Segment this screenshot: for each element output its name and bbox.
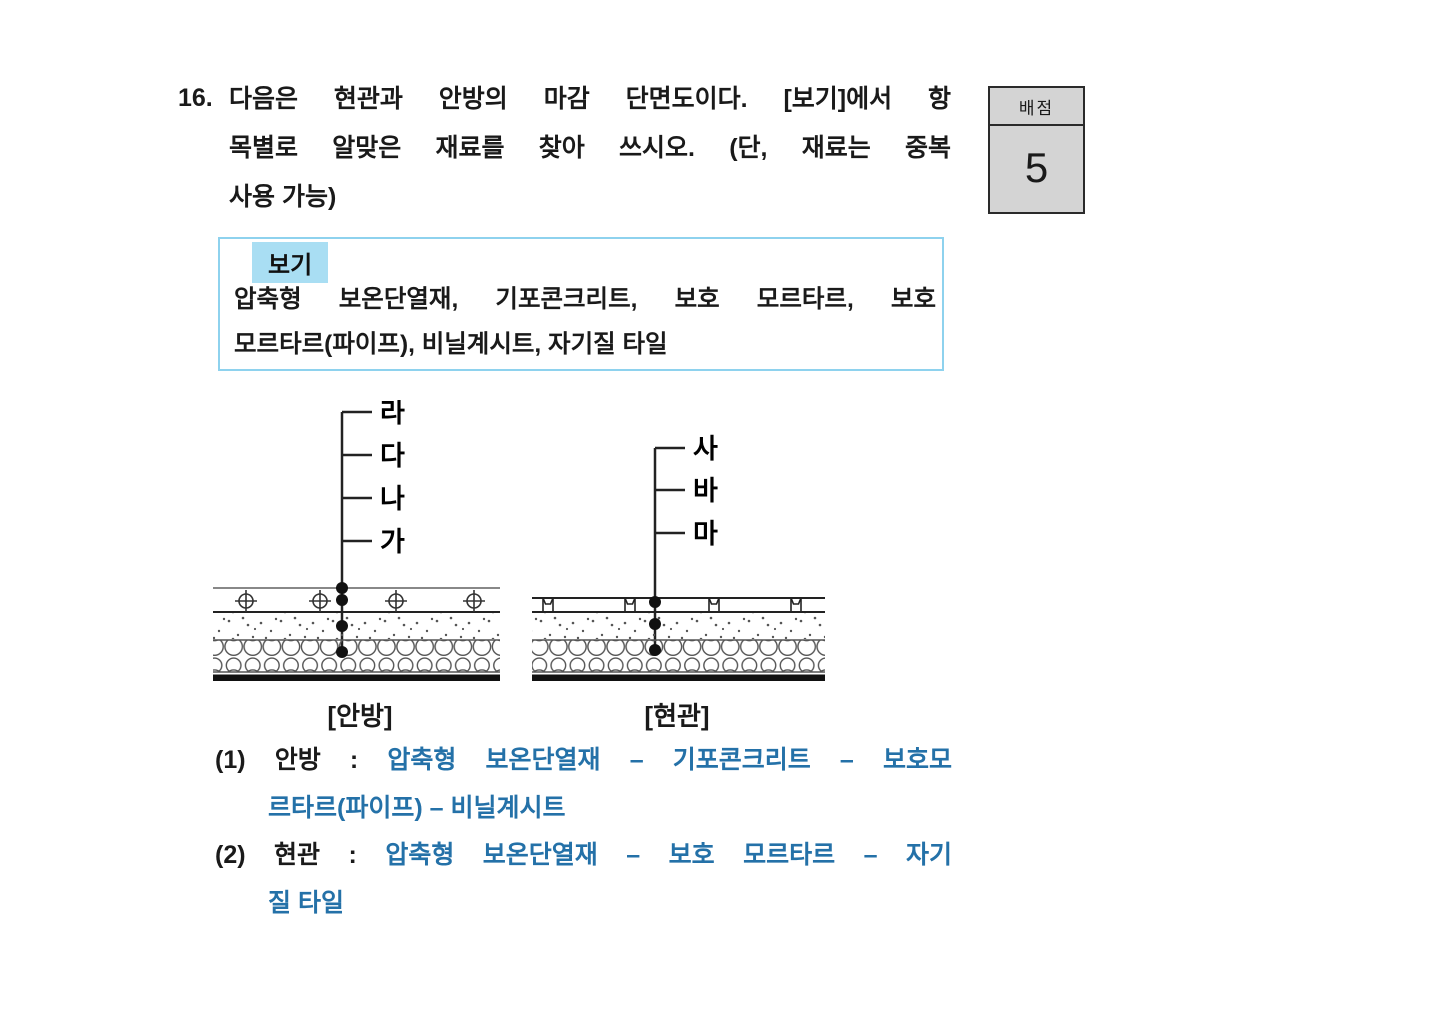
- hyeongwan-layer-label-ma: 마: [693, 519, 718, 549]
- example-box-line-2: 모르타르(파이프), 비닐계시트, 자기질 타일: [234, 331, 668, 358]
- answer-2-prefix: (2) 현관 :: [215, 841, 357, 869]
- pipe-icon: [463, 590, 485, 612]
- hyeongwan-mortar-layer: [532, 613, 825, 639]
- pipe-icon: [235, 590, 257, 612]
- anbang-pipe-mortar-layer: [213, 590, 500, 613]
- anbang-foam-concrete-layer: [213, 613, 500, 639]
- example-box-line-1: 압축형 보온단열재, 기포콘크리트, 보호 모르타르, 보호: [234, 286, 936, 313]
- question-text-line-3: 사용 가능): [229, 183, 337, 211]
- answer-1-value: 압축형 보온단열재 – 기포콘크리트 – 보호모: [387, 746, 952, 774]
- question-text-line-2: 목별로 알맞은 재료를 찾아 쓰시오. (단, 재료는 중복: [229, 134, 951, 162]
- anbang-layer-label-ra: 라: [380, 400, 405, 428]
- answer-1-line-2: 르타르(파이프) – 비닐계시트: [268, 794, 566, 822]
- answer-1-prefix: (1) 안방 :: [215, 746, 359, 774]
- question-number: 16.: [178, 84, 213, 112]
- answer-2-value: 압축형 보온단열재 – 보호 모르타르 – 자기: [385, 841, 952, 869]
- hyeongwan-slab-base: [532, 674, 825, 681]
- floor-section-diagram: 라 다 나 가: [213, 400, 825, 681]
- hyeongwan-layer-label-ba: 바: [693, 476, 718, 506]
- hyeongwan-tile-layer: [532, 597, 825, 613]
- answer-2-line-2: 질 타일: [268, 889, 344, 917]
- hyeongwan-caption: [현관]: [644, 701, 710, 731]
- question-text-line-1: 다음은 현관과 안방의 마감 단면도이다. [보기]에서 항: [229, 85, 951, 113]
- example-box-title: 보기: [252, 242, 329, 283]
- anbang-layer-label-ga: 가: [380, 527, 405, 557]
- hyeongwan-leader-dots: [649, 596, 661, 656]
- hyeongwan-layer-label-sa: 사: [693, 434, 718, 464]
- score-box-label: 배점: [990, 88, 1083, 126]
- anbang-layer-label-na: 나: [380, 484, 405, 514]
- anbang-layer-label-da: 다: [380, 441, 405, 471]
- pipe-icon: [385, 590, 407, 612]
- hyeongwan-section: 사 바 마: [532, 434, 825, 681]
- score-box-value: 5: [1024, 144, 1049, 191]
- example-box: 보기 압축형 보온단열재, 기포콘크리트, 보호 모르타르, 보호 모르타르(파…: [218, 237, 944, 371]
- pipe-icon: [309, 590, 331, 612]
- anbang-insulation-layer: [213, 639, 500, 673]
- answer-1-line-1: (1) 안방 : 압축형 보온단열재 – 기포콘크리트 – 보호모: [215, 745, 952, 776]
- anbang-section: 라 다 나 가: [213, 400, 500, 681]
- score-box: 배점 5: [988, 86, 1085, 214]
- anbang-slab-base: [213, 674, 500, 681]
- anbang-caption: [안방]: [327, 701, 393, 731]
- hyeongwan-insulation-layer: [532, 639, 825, 673]
- answer-2-line-1: (2) 현관 : 압축형 보온단열재 – 보호 모르타르 – 자기: [215, 840, 952, 871]
- anbang-leader-dots: [336, 582, 348, 658]
